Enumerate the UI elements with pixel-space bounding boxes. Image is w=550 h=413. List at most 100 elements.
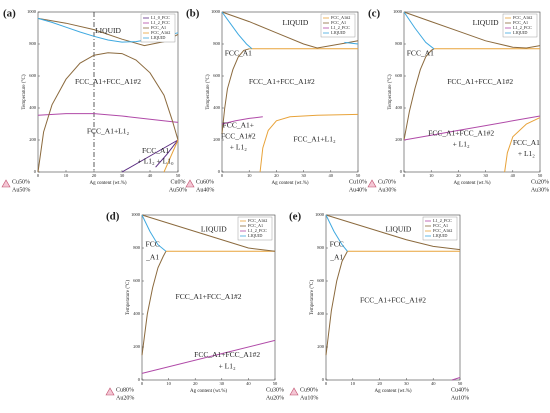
y-tick-label: 800 [29, 41, 37, 46]
logo-icon [185, 179, 195, 188]
x-tick-label: 20 [274, 173, 279, 178]
y-tick-label: 0 [34, 169, 37, 174]
region-label: _A1 [329, 253, 343, 262]
panel-label: (b) [186, 8, 200, 20]
region-label: FCC_A1+FCC_A1#2 [194, 350, 260, 359]
y-tick-label: 800 [317, 245, 325, 250]
x-tick-label: 30 [220, 381, 225, 386]
legend-entry: FCC_A1 [513, 20, 528, 25]
y-tick-label: 0 [218, 169, 221, 174]
region-label: LIQUID [473, 18, 499, 27]
region-label: FCC_A1+FCC_A1#2 [428, 128, 494, 137]
y-tick-label: 400 [29, 105, 37, 110]
region-label: FCC_A1+L1₂ [293, 135, 336, 144]
phase-boundary [221, 11, 359, 50]
composition-label: Au10% [300, 395, 318, 401]
x-tick-label: 50 [458, 381, 463, 386]
y-tick-label: 1000 [131, 212, 141, 217]
x-tick-label: 10 [351, 381, 356, 386]
panel-label: (e) [289, 211, 302, 223]
x-tick-label: 0 [325, 381, 328, 386]
x-tick-label: 50 [176, 173, 181, 178]
region-label: LIQUID [385, 225, 411, 234]
x-tick-label: 20 [92, 173, 97, 178]
panel-label: (a) [3, 8, 16, 20]
composition-label: Au20% [266, 395, 284, 401]
phase-boundary [163, 139, 179, 173]
composition-label: Cu70% [378, 179, 396, 185]
legend-entry: L1_2_FCC [248, 228, 267, 233]
x-tick-label: 30 [483, 173, 488, 178]
region-label: + L1₂ [518, 149, 535, 158]
phase-boundary [221, 116, 263, 125]
panel-label: (c) [368, 8, 381, 20]
y-tick-label: 200 [395, 137, 403, 142]
phase-boundary [121, 139, 179, 173]
legend-entry: FCC_A1 [151, 25, 166, 30]
x-tick-label: 20 [193, 381, 198, 386]
x-tick-label: 50 [356, 173, 361, 178]
logo-icon [367, 179, 377, 188]
region-label: FCC_A1 [407, 48, 434, 57]
phase-boundary [249, 48, 359, 173]
y-tick-label: 0 [400, 169, 403, 174]
phase-boundary [221, 11, 359, 134]
phase-boundary [403, 11, 541, 141]
x-tick-label: 10 [429, 173, 434, 178]
legend-entry: FCC_A1#2 [331, 15, 350, 20]
legend-entry: L1_2_FCC [331, 25, 350, 30]
x-axis-label: Ag content (wt.%) [190, 389, 227, 394]
logo-icon [1, 179, 11, 188]
region-label: _A1 [145, 253, 159, 262]
legend-entry: FCC_A1#2 [248, 218, 267, 223]
legend-entry: FCC_A1#2 [513, 15, 532, 20]
composition-label: Cu90% [300, 387, 318, 393]
y-tick-label: 600 [317, 278, 325, 283]
y-tick-label: 600 [395, 73, 403, 78]
region-label: FCC_A1#2 [221, 132, 256, 141]
legend-entry: LIQUID [513, 30, 527, 35]
region-label: + L1₂ [230, 143, 247, 152]
y-tick-label: 600 [213, 73, 221, 78]
composition-label: Cu50% [12, 179, 30, 185]
composition-label: Cu80% [116, 387, 134, 393]
phase-boundary [433, 48, 541, 173]
legend-entry: FCC_A1 [433, 223, 448, 228]
x-tick-label: 20 [456, 173, 461, 178]
x-tick-label: 0 [141, 381, 144, 386]
legend-entry: FCC_A1 [331, 20, 346, 25]
legend-box [422, 216, 458, 241]
x-tick-label: 40 [511, 173, 516, 178]
legend-box [237, 216, 273, 241]
logo-icon [105, 387, 115, 396]
composition-label: Au40% [196, 187, 214, 193]
phase-boundary [37, 113, 179, 123]
composition-label: Au30% [378, 187, 396, 193]
plot-frame [141, 214, 276, 381]
x-tick-label: 30 [404, 381, 409, 386]
y-tick-label: 400 [213, 105, 221, 110]
region-label: FCC_A1 [225, 48, 252, 57]
x-tick-label: 50 [273, 381, 278, 386]
region-label: FCC_A1+L1₂ [87, 127, 130, 136]
composition-label: Au20% [116, 395, 134, 401]
legend-entry: LIQUID [433, 233, 447, 238]
phase-boundary [403, 115, 541, 141]
y-tick-label: 200 [213, 137, 221, 142]
phase-boundary [141, 214, 167, 252]
y-tick-label: 800 [213, 41, 221, 46]
y-tick-label: 400 [133, 311, 141, 316]
y-axis-label: Temperature (°C) [388, 74, 393, 109]
y-tick-label: 200 [133, 344, 141, 349]
region-label: LIQUID [95, 26, 121, 35]
phase-boundary [141, 214, 276, 356]
legend-entry: L1_2_FCC [151, 20, 170, 25]
x-tick-label: 0 [37, 173, 40, 178]
y-axis-label: Temperature (°C) [22, 74, 27, 109]
composition-label: Cu40% [451, 387, 469, 393]
legend-entry: FCC_A1#2 [433, 228, 452, 233]
legend-entry: LIQUID [248, 233, 262, 238]
y-tick-label: 1000 [315, 212, 325, 217]
